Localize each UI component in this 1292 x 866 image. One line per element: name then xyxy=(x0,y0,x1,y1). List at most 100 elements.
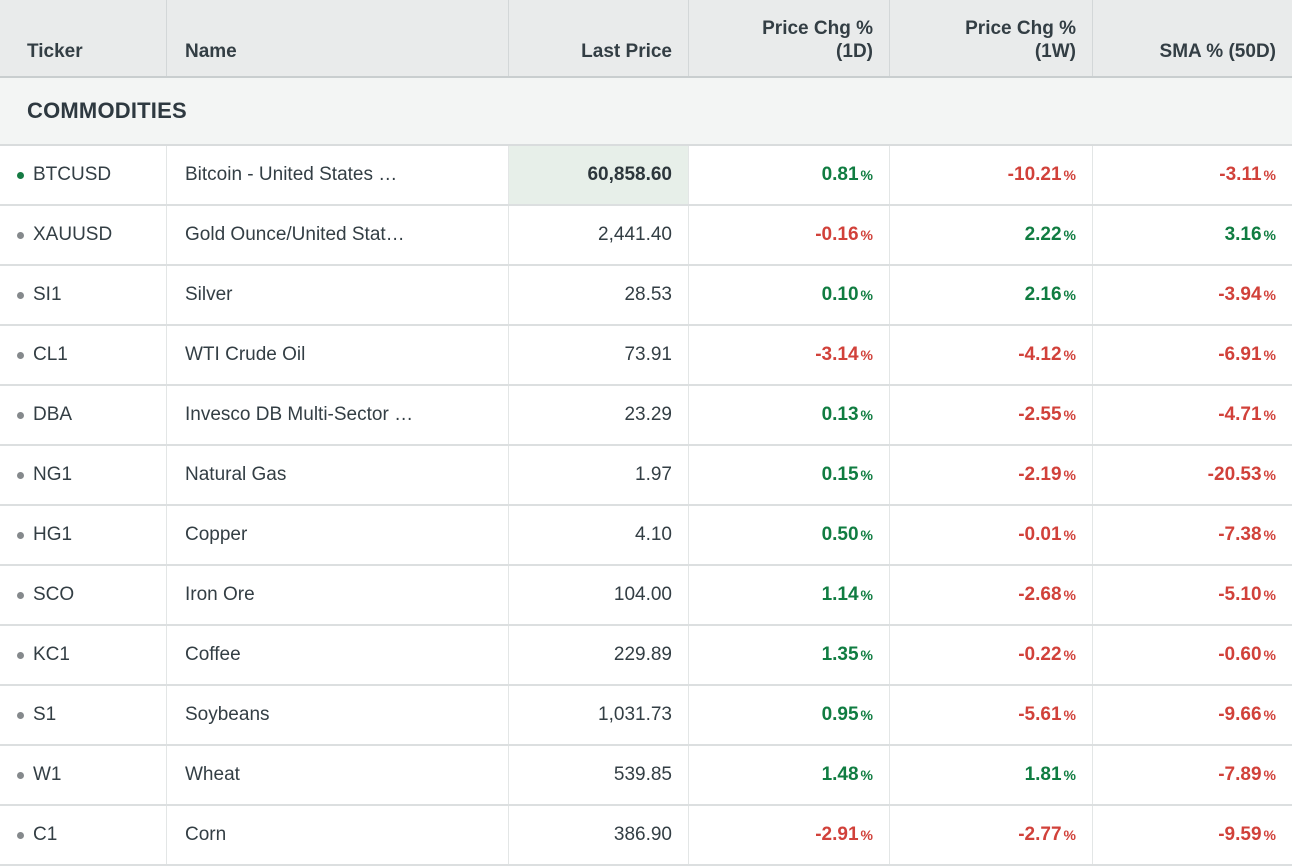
percent-value: -9.66 xyxy=(1218,704,1262,725)
percent-value: -5.10 xyxy=(1218,584,1262,605)
price-chg-1d-cell: -3.14% xyxy=(688,326,889,384)
percent-value: -3.11 xyxy=(1219,164,1262,185)
last-price-cell: 539.85 xyxy=(508,746,688,804)
status-bullet-icon xyxy=(17,651,24,659)
instrument-name-cell: Wheat xyxy=(166,746,508,804)
percent-sign: % xyxy=(1063,407,1076,423)
ticker-cell[interactable]: SI1 xyxy=(0,266,166,324)
ticker-label: BTCUSD xyxy=(33,164,112,185)
table-row[interactable]: SI1 Silver 28.53 0.10% 2.16% -3.94% xyxy=(0,266,1292,326)
instrument-name: Wheat xyxy=(185,764,240,785)
column-header-price-chg-1w[interactable]: Price Chg % (1W) xyxy=(889,0,1092,76)
table-row[interactable]: BTCUSD Bitcoin - United States … 60,858.… xyxy=(0,146,1292,206)
percent-sign: % xyxy=(1063,707,1076,723)
ticker-cell[interactable]: C1 xyxy=(0,806,166,864)
section-header-commodities[interactable]: COMMODITIES xyxy=(0,78,1292,146)
percent-sign: % xyxy=(1263,347,1276,363)
column-header-sma-50d[interactable]: SMA % (50D) xyxy=(1092,0,1292,76)
sma-50d-cell: -7.89% xyxy=(1092,746,1292,804)
status-bullet-icon xyxy=(17,771,24,779)
column-header-last-price[interactable]: Last Price xyxy=(508,0,688,76)
percent-value: 3.16 xyxy=(1224,224,1262,245)
percent-value: -2.77 xyxy=(1018,824,1062,845)
ticker-label: SCO xyxy=(33,584,75,605)
table-row[interactable]: DBA Invesco DB Multi-Sector … 23.29 0.13… xyxy=(0,386,1292,446)
price-chg-1w-cell: -5.61% xyxy=(889,686,1092,744)
column-header-label: Name xyxy=(185,41,237,63)
price-chg-1w-cell: 2.16% xyxy=(889,266,1092,324)
percent-sign: % xyxy=(1263,707,1276,723)
ticker-cell[interactable]: NG1 xyxy=(0,446,166,504)
status-bullet-icon xyxy=(17,831,24,839)
percent-value: -6.91 xyxy=(1218,344,1262,365)
ticker-cell[interactable]: DBA xyxy=(0,386,166,444)
ticker-label: C1 xyxy=(33,824,58,845)
table-row[interactable]: W1 Wheat 539.85 1.48% 1.81% -7.89% xyxy=(0,746,1292,806)
column-header-label: SMA % (50D) xyxy=(1159,41,1276,63)
instrument-name-cell: Silver xyxy=(166,266,508,324)
ticker-cell[interactable]: W1 xyxy=(0,746,166,804)
instrument-name-cell: Copper xyxy=(166,506,508,564)
last-price-cell: 104.00 xyxy=(508,566,688,624)
column-header-price-chg-1d[interactable]: Price Chg % (1D) xyxy=(688,0,889,76)
last-price-value: 28.53 xyxy=(624,284,672,305)
sma-50d-cell: -5.10% xyxy=(1092,566,1292,624)
last-price-value: 229.89 xyxy=(613,644,672,665)
table-row[interactable]: HG1 Copper 4.10 0.50% -0.01% -7.38% xyxy=(0,506,1292,566)
instrument-name: Natural Gas xyxy=(185,464,287,485)
price-chg-1d-cell: 1.48% xyxy=(688,746,889,804)
percent-value: -5.61 xyxy=(1018,704,1062,725)
table-row[interactable]: CL1 WTI Crude Oil 73.91 -3.14% -4.12% -6… xyxy=(0,326,1292,386)
instrument-name-cell: Invesco DB Multi-Sector … xyxy=(166,386,508,444)
column-header-name[interactable]: Name xyxy=(166,0,508,76)
percent-value: -9.59 xyxy=(1218,824,1262,845)
percent-sign: % xyxy=(860,827,873,843)
percent-value: 1.14 xyxy=(821,584,859,605)
ticker-cell[interactable]: XAUUSD xyxy=(0,206,166,264)
price-chg-1d-cell: 0.50% xyxy=(688,506,889,564)
percent-sign: % xyxy=(1263,647,1276,663)
price-chg-1w-cell: -2.68% xyxy=(889,566,1092,624)
percent-value: -2.55 xyxy=(1018,404,1062,425)
percent-sign: % xyxy=(860,167,873,183)
ticker-cell[interactable]: SCO xyxy=(0,566,166,624)
ticker-label: SI1 xyxy=(33,284,62,305)
last-price-cell: 60,858.60 xyxy=(508,146,688,204)
table-row[interactable]: C1 Corn 386.90 -2.91% -2.77% -9.59% xyxy=(0,806,1292,866)
price-chg-1d-cell: 0.95% xyxy=(688,686,889,744)
price-chg-1w-cell: -2.19% xyxy=(889,446,1092,504)
percent-value: -7.38 xyxy=(1218,524,1262,545)
ticker-cell[interactable]: KC1 xyxy=(0,626,166,684)
percent-sign: % xyxy=(860,287,873,303)
percent-sign: % xyxy=(860,347,873,363)
column-header-label: Ticker xyxy=(27,41,83,63)
percent-value: 2.22 xyxy=(1024,224,1062,245)
sma-50d-cell: -3.94% xyxy=(1092,266,1292,324)
ticker-cell[interactable]: HG1 xyxy=(0,506,166,564)
ticker-cell[interactable]: S1 xyxy=(0,686,166,744)
instrument-name-cell: Iron Ore xyxy=(166,566,508,624)
table-body: BTCUSD Bitcoin - United States … 60,858.… xyxy=(0,146,1292,866)
percent-sign: % xyxy=(1063,227,1076,243)
last-price-cell: 73.91 xyxy=(508,326,688,384)
table-row[interactable]: KC1 Coffee 229.89 1.35% -0.22% -0.60% xyxy=(0,626,1292,686)
ticker-cell[interactable]: CL1 xyxy=(0,326,166,384)
table-row[interactable]: NG1 Natural Gas 1.97 0.15% -2.19% -20.53… xyxy=(0,446,1292,506)
status-bullet-icon xyxy=(17,411,24,419)
price-chg-1d-cell: 0.13% xyxy=(688,386,889,444)
percent-value: -2.91 xyxy=(815,824,859,845)
percent-value: -2.19 xyxy=(1018,464,1062,485)
last-price-cell: 23.29 xyxy=(508,386,688,444)
column-header-label: (1W) xyxy=(1034,41,1076,63)
percent-sign: % xyxy=(1263,407,1276,423)
percent-value: 1.81 xyxy=(1024,764,1062,785)
table-row[interactable]: XAUUSD Gold Ounce/United Stat… 2,441.40 … xyxy=(0,206,1292,266)
sma-50d-cell: -6.91% xyxy=(1092,326,1292,384)
instrument-name: Bitcoin - United States … xyxy=(185,164,398,185)
table-row[interactable]: S1 Soybeans 1,031.73 0.95% -5.61% -9.66% xyxy=(0,686,1292,746)
table-row[interactable]: SCO Iron Ore 104.00 1.14% -2.68% -5.10% xyxy=(0,566,1292,626)
ticker-cell[interactable]: BTCUSD xyxy=(0,146,166,204)
instrument-name: WTI Crude Oil xyxy=(185,344,306,365)
column-header-ticker[interactable]: Ticker xyxy=(0,0,166,76)
price-chg-1w-cell: -0.01% xyxy=(889,506,1092,564)
